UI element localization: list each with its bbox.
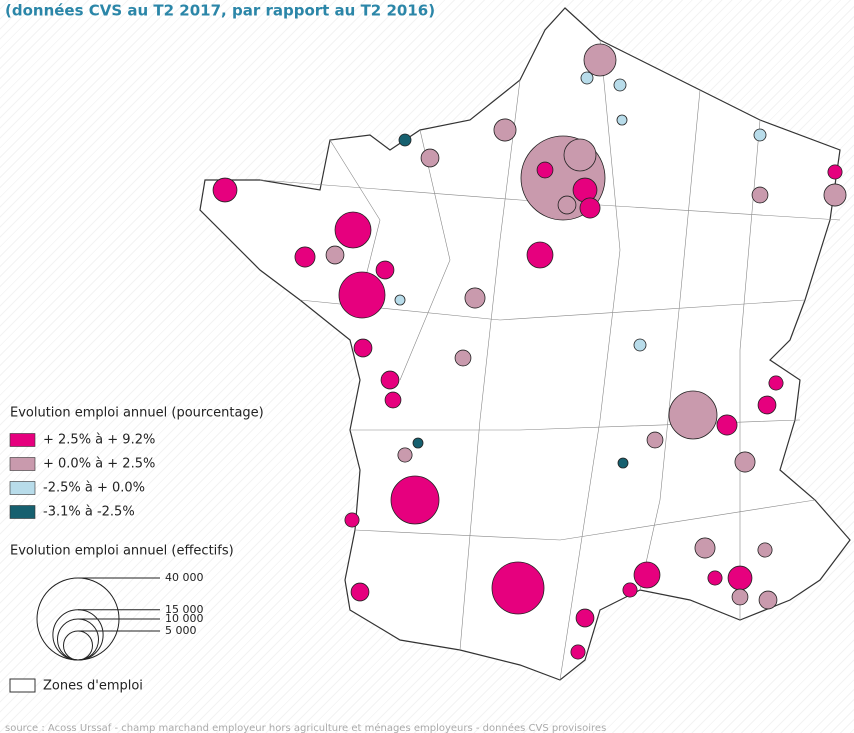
zone-bubble	[384, 391, 402, 409]
zone-bubble	[563, 138, 597, 172]
zone-bubble	[768, 375, 784, 391]
zone-bubble	[398, 133, 412, 147]
zone-bubble	[570, 644, 586, 660]
zone-bubble	[827, 164, 843, 180]
zone-bubble	[380, 370, 400, 390]
zone-bubble	[526, 241, 554, 269]
zone-bubble	[613, 78, 627, 92]
zone-bubble	[212, 177, 238, 203]
zone-bubble	[616, 114, 628, 126]
legend-label: + 0.0% à + 2.5%	[43, 457, 155, 472]
zone-bubble	[375, 260, 395, 280]
zone-bubble	[716, 414, 738, 436]
zone-bubble	[353, 338, 373, 358]
size-legend-circle	[57, 618, 99, 661]
zone-bubble	[338, 271, 386, 319]
zone-bubble	[344, 512, 360, 528]
size-legend-label: 10 000	[165, 612, 204, 625]
legend-swatch	[9, 481, 36, 495]
zone-bubble	[727, 565, 753, 591]
zone-bubble	[734, 451, 756, 473]
zone-bubble	[751, 186, 769, 204]
size-legend-circle	[63, 630, 93, 661]
zone-bubble	[753, 128, 767, 142]
zone-bubble	[491, 561, 545, 615]
zone-bubble	[325, 245, 345, 265]
zone-bubble	[390, 475, 440, 525]
zone-bubble	[454, 349, 472, 367]
zone-bubble	[823, 183, 847, 207]
legend-label: -2.5% à + 0.0%	[43, 481, 145, 496]
zone-bubble	[731, 588, 749, 606]
zone-bubble	[394, 294, 406, 306]
zone-bubble	[420, 148, 440, 168]
zone-bubble	[334, 211, 372, 249]
zone-bubble	[294, 246, 316, 268]
size-legend-label: 40 000	[165, 571, 204, 584]
zone-bubble	[575, 608, 595, 628]
legend-swatch	[9, 505, 36, 519]
france-outline	[199, 7, 851, 681]
zone-bubble	[350, 582, 370, 602]
zone-bubble	[646, 431, 664, 449]
legend-title: Evolution emploi annuel (pourcentage)	[10, 406, 264, 421]
zone-bubble	[536, 161, 554, 179]
legend-title: Evolution emploi annuel (effectifs)	[10, 544, 234, 559]
legend-label: + 2.5% à + 9.2%	[43, 433, 155, 448]
zone-bubble	[694, 537, 716, 559]
zone-bubble	[464, 287, 486, 309]
zone-bubble	[397, 447, 413, 463]
zone-bubble	[557, 195, 577, 215]
zone-bubble	[707, 570, 723, 586]
size-legend-label: 5 000	[165, 624, 197, 637]
subtitle: (données CVS au T2 2017, par rapport au …	[5, 2, 435, 20]
zone-bubble	[757, 395, 777, 415]
legend-label: -3.1% à -2.5%	[43, 505, 135, 520]
size-legend-circle	[52, 609, 104, 661]
legend-swatch	[9, 457, 36, 471]
zone-bubble	[617, 457, 629, 469]
zone-bubble	[622, 582, 638, 598]
zone-bubble	[493, 118, 517, 142]
zone-bubble	[583, 43, 617, 77]
zone-bubble	[668, 390, 718, 440]
source: source : Acoss Urssaf - champ marchand e…	[5, 722, 606, 733]
zone-bubble	[579, 197, 601, 219]
size-legend-label: 15 000	[165, 603, 204, 616]
zone-bubble	[412, 437, 424, 449]
zones-label: Zones d'emploi	[43, 679, 143, 694]
zones-swatch	[9, 678, 36, 693]
legend-swatch	[9, 433, 36, 447]
zone-bubble	[633, 338, 647, 352]
zone-bubble	[580, 71, 594, 85]
zone-bubble	[757, 542, 773, 558]
zone-boundaries	[259, 39, 841, 681]
zone-bubble	[758, 590, 778, 610]
zone-bubble	[633, 561, 661, 589]
